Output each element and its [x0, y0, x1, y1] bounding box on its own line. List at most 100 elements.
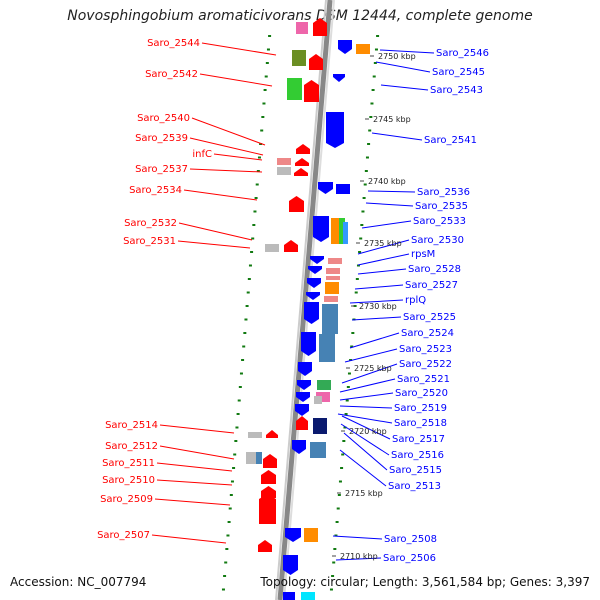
gene-box	[265, 244, 279, 252]
gene-box	[256, 452, 262, 464]
reverse-gene-arrow	[310, 256, 324, 264]
gene-box	[331, 218, 339, 244]
reverse-gene-arrow	[313, 216, 329, 242]
gene-box	[325, 282, 339, 294]
forward-gene-arrow	[295, 158, 309, 166]
gene-label-right: Saro_2519	[394, 403, 447, 414]
gene-box	[328, 258, 342, 264]
reverse-gene-arrow	[285, 528, 301, 542]
gene-box	[319, 334, 335, 362]
kbp-tick-label: 2750 kbp	[378, 52, 416, 61]
forward-gene-arrow	[313, 18, 327, 36]
track-dot	[266, 48, 270, 51]
leader-line-left	[189, 137, 264, 156]
gene-label-left: Saro_2540	[137, 113, 190, 124]
leader-line-right	[335, 557, 382, 561]
leader-line-right	[375, 61, 431, 73]
forward-gene-arrow	[258, 540, 272, 552]
reverse-gene-arrow	[306, 292, 320, 300]
gene-label-right: Saro_2516	[391, 450, 444, 461]
leader-line-right	[349, 332, 400, 349]
leader-line-right	[365, 202, 414, 207]
gene-label-right: rplQ	[405, 295, 426, 306]
gene-label-left: Saro_2531	[123, 236, 176, 247]
gene-label-left: Saro_2510	[102, 475, 155, 486]
reverse-gene-arrow	[308, 266, 322, 274]
track-dot	[227, 521, 231, 523]
track-dot	[333, 548, 337, 550]
gene-label-right: Saro_2546	[436, 48, 489, 59]
track-dot	[234, 440, 238, 442]
gene-label-left: Saro_2534	[129, 185, 182, 196]
track-dot	[355, 278, 359, 280]
leader-line-right	[361, 220, 412, 229]
track-dot	[244, 318, 248, 321]
gene-label-right: Saro_2518	[394, 418, 447, 429]
leader-line-right	[343, 432, 388, 471]
forward-gene-arrow	[296, 144, 310, 154]
gene-features	[246, 18, 370, 600]
track-dot	[362, 197, 366, 199]
leader-line-right	[341, 363, 398, 384]
track-dot	[350, 345, 354, 348]
track-dot	[230, 480, 234, 483]
track-dot	[341, 453, 345, 456]
track-dot	[338, 480, 342, 483]
track-dot	[264, 75, 268, 78]
gene-label-left: infC	[192, 149, 212, 160]
gene-box	[283, 592, 295, 600]
kbp-tick-label: 2730 kbp	[359, 302, 397, 311]
gene-label-right: Saro_2527	[405, 280, 458, 291]
leader-line-left	[183, 189, 258, 201]
leader-line-right	[339, 405, 393, 409]
gene-label-right: Saro_2508	[384, 534, 437, 545]
gene-box	[339, 218, 345, 244]
track-dot	[256, 170, 260, 172]
leader-line-right	[339, 449, 387, 487]
track-dot	[359, 237, 363, 240]
track-dot	[247, 278, 251, 280]
genome-backbone-right	[283, 0, 335, 600]
gene-label-right: Saro_2536	[417, 187, 470, 198]
leader-line-left	[177, 240, 251, 249]
track-dot	[250, 251, 254, 253]
track-dot	[373, 62, 377, 64]
track-dot	[259, 143, 263, 145]
track-dot	[351, 332, 355, 334]
kbp-ticks: 2750 kbp 2745 kbp 2740 kbp 2735 kbp 2730 kbp…	[332, 52, 416, 561]
forward-gene-arrow	[266, 430, 278, 438]
leader-line-right	[357, 239, 410, 255]
track-dot	[243, 332, 247, 334]
track-dot	[371, 89, 375, 91]
gene-box	[301, 592, 315, 600]
reverse-gene-arrow	[295, 404, 309, 416]
gene-box	[317, 380, 331, 390]
gene-box	[326, 268, 340, 274]
label-leader-lines	[151, 42, 435, 561]
gene-label-left: Saro_2542	[145, 69, 198, 80]
gene-label-right: Saro_2524	[401, 328, 454, 339]
track-dot	[340, 467, 344, 469]
gene-box	[304, 528, 318, 542]
track-dot	[257, 156, 261, 159]
track-dot	[343, 426, 347, 429]
leader-line-left	[191, 117, 266, 146]
track-dot	[262, 102, 266, 105]
gene-label-right: rpsM	[411, 249, 435, 260]
track-dot	[253, 210, 257, 213]
track-dot	[254, 197, 258, 199]
gene-label-right: Saro_2523	[399, 344, 452, 355]
leader-line-right	[341, 415, 391, 440]
track-dot	[370, 102, 374, 105]
track-dot	[228, 507, 232, 510]
gene-box	[277, 158, 291, 165]
track-dot	[347, 372, 351, 375]
track-dot	[363, 183, 367, 186]
track-dot	[241, 359, 245, 361]
gene-box	[322, 304, 338, 334]
track-dot	[349, 359, 353, 361]
reverse-gene-arrow	[296, 392, 310, 402]
forward-gene-arrow	[284, 240, 298, 252]
track-dot	[260, 129, 264, 132]
gene-box	[343, 222, 348, 244]
